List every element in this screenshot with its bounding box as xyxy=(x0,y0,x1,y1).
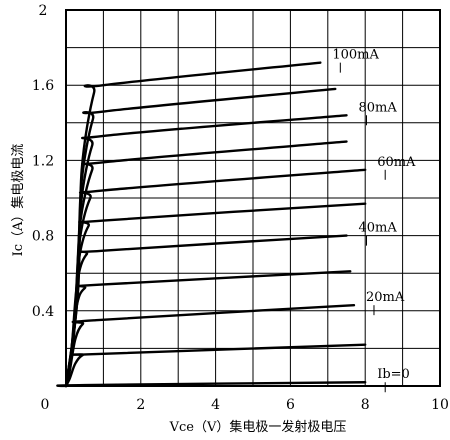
series-label: 80mA xyxy=(359,100,398,115)
y-tick-label: 1.2 xyxy=(32,153,54,169)
grid xyxy=(66,10,440,386)
series-label: 60mA xyxy=(377,155,416,170)
x-tick-label: 8 xyxy=(361,397,370,413)
series-curve xyxy=(64,61,322,388)
label-leaders xyxy=(339,62,386,393)
x-tick-label: 10 xyxy=(431,397,449,413)
series-label: 100mA xyxy=(332,48,379,63)
y-tick-label: 0.8 xyxy=(32,229,54,245)
series-labels: Ib=0 20mA 40mA 60mA 80mA 100mA xyxy=(332,48,416,383)
x-tick-label: 4 xyxy=(211,397,220,413)
y-tick-label: 2 xyxy=(39,3,48,19)
x-tick-label: 6 xyxy=(286,397,295,413)
y-tick-label: 0.4 xyxy=(32,304,54,320)
series-curve xyxy=(64,343,367,388)
curves xyxy=(56,61,367,388)
series-label: Ib=0 xyxy=(377,367,410,382)
plot-frame xyxy=(65,9,441,387)
series-curve xyxy=(56,381,367,388)
y-axis-title: Ic（A）集电极电流 xyxy=(10,144,26,257)
x-tick-label: 2 xyxy=(136,397,145,413)
series-curve xyxy=(64,270,352,388)
x-tick-label: 0 xyxy=(41,397,50,413)
x-axis-title: Vce（V）集电极一发射极电压 xyxy=(169,419,347,435)
tick-labels: 0 2 4 6 8 10 0.4 0.8 1.2 1.6 2 xyxy=(32,3,449,413)
series-curve xyxy=(64,87,337,388)
y-tick-label: 1.6 xyxy=(32,78,54,94)
series-label: 20mA xyxy=(366,290,405,305)
series-label: 40mA xyxy=(359,221,398,236)
